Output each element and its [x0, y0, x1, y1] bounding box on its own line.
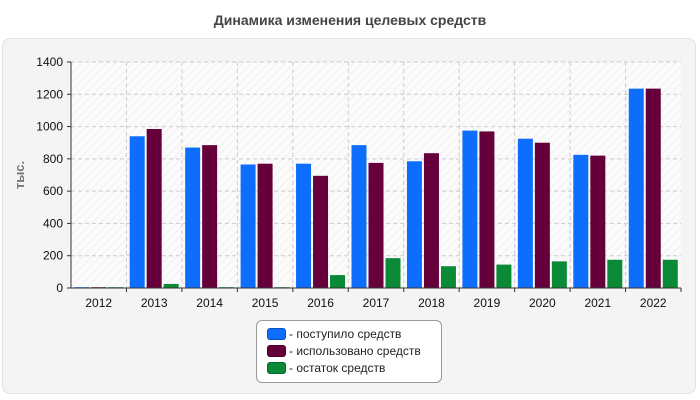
legend-item-received: - поступило средств — [267, 325, 441, 342]
legend-label-balance: - остаток средств — [289, 360, 386, 375]
y-tick-label: 800 — [43, 152, 63, 166]
x-tick-label: 2019 — [474, 296, 501, 310]
bar-series-1-2018 — [423, 153, 439, 288]
bar-series-1-2016 — [313, 175, 329, 288]
legend-item-used: - использовано средств — [267, 342, 441, 359]
y-axis-label: тыс. — [12, 161, 27, 189]
y-tick-label: 600 — [43, 184, 63, 198]
bar-series-2-2019 — [496, 264, 512, 288]
bars — [74, 88, 678, 288]
bar-series-2-2021 — [607, 259, 623, 288]
y-tick-label: 200 — [43, 249, 63, 263]
bar-series-1-2019 — [479, 131, 495, 288]
bar-series-2-2016 — [330, 275, 346, 288]
bar-series-0-2015 — [240, 164, 256, 288]
axes: 0 200 400 600 800 1000 1200 1400 2012 2013 2014 201… — [36, 55, 682, 310]
legend: - поступило средств - использовано средс… — [256, 320, 442, 383]
legend-label-received: - поступило средств — [289, 326, 402, 341]
x-tick-label: 2020 — [529, 296, 556, 310]
bar-series-2-2018 — [440, 266, 456, 288]
bar-series-0-2021 — [573, 154, 589, 288]
bar-series-2-2020 — [551, 261, 567, 288]
y-tick-label: 1200 — [36, 87, 63, 101]
y-tick-label: 1000 — [36, 120, 63, 134]
bar-series-0-2016 — [296, 163, 312, 288]
bar-series-1-2013 — [146, 128, 162, 288]
legend-swatch-received — [267, 327, 286, 340]
legend-item-balance: - остаток средств — [267, 359, 441, 376]
bar-series-0-2020 — [517, 138, 533, 288]
bar-series-1-2017 — [368, 162, 384, 288]
bar-series-1-2021 — [590, 155, 606, 288]
legend-swatch-balance — [267, 361, 286, 374]
bar-series-0-2017 — [351, 145, 367, 288]
bar-series-2-2022 — [662, 259, 678, 288]
legend-label-used: - использовано средств — [289, 343, 421, 358]
x-tick-label: 2022 — [640, 296, 667, 310]
bar-series-1-2015 — [257, 163, 273, 288]
y-tick-label: 0 — [56, 281, 63, 295]
chart-title: Динамика изменения целевых средств — [213, 12, 487, 28]
legend-swatch-used — [267, 344, 286, 357]
bar-series-1-2014 — [202, 145, 218, 288]
x-tick-label: 2017 — [363, 296, 390, 310]
bar-series-0-2018 — [406, 161, 422, 288]
bar-series-0-2013 — [129, 136, 145, 288]
y-tick-label: 400 — [43, 216, 63, 230]
bar-series-2-2017 — [385, 258, 401, 288]
x-tick-label: 2013 — [141, 296, 168, 310]
bar-series-2-2013 — [163, 283, 179, 288]
x-tick-label: 2021 — [584, 296, 611, 310]
x-tick-label: 2015 — [252, 296, 279, 310]
bar-series-1-2022 — [645, 88, 661, 288]
bar-series-0-2014 — [185, 147, 201, 288]
x-tick-label: 2016 — [307, 296, 334, 310]
bar-series-0-2019 — [462, 130, 478, 288]
y-tick-label: 1400 — [36, 55, 63, 69]
bar-series-0-2022 — [628, 88, 644, 288]
x-tick-label: 2014 — [196, 296, 223, 310]
x-tick-label: 2018 — [418, 296, 445, 310]
x-tick-label: 2012 — [85, 296, 112, 310]
bar-series-1-2020 — [534, 142, 550, 288]
